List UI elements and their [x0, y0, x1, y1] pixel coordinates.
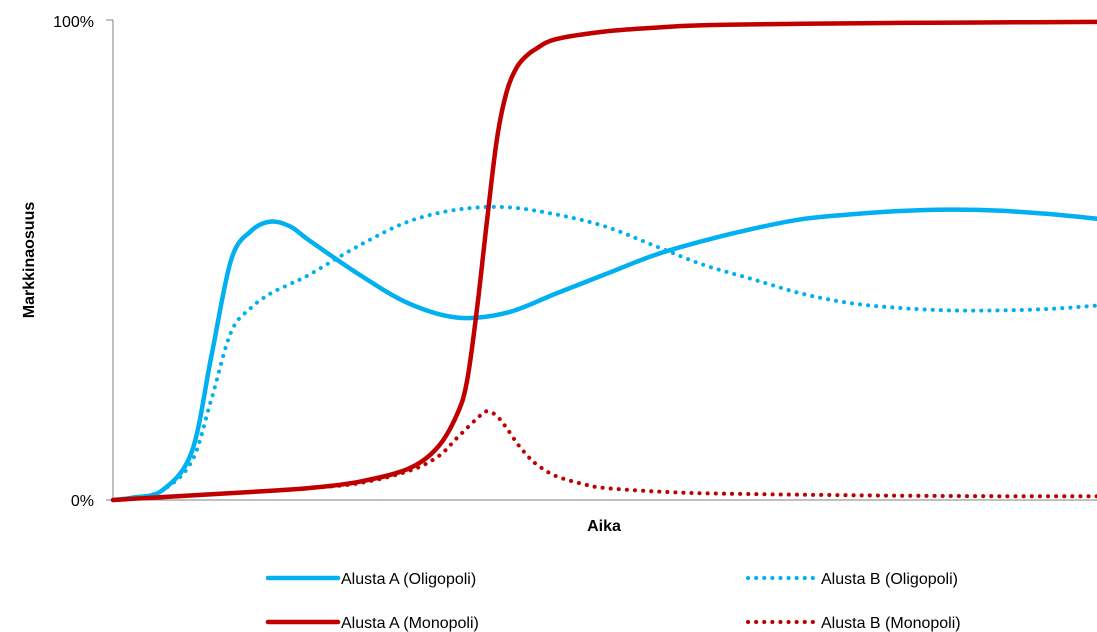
y-tick-label-max: 100%: [53, 14, 94, 31]
legend-label: Alusta A (Monopoli): [341, 615, 479, 632]
x-axis: Aika: [113, 499, 1097, 535]
series-line-alusta-b-monopoli: [111, 409, 1097, 502]
legend-entry-alusta-b-monopoli: Alusta B (Monopoli): [746, 615, 961, 632]
x-axis-title: Aika: [587, 518, 621, 535]
y-tick-label-min: 0%: [71, 493, 94, 510]
y-axis: 100% 0% Markkinaosuus: [21, 14, 114, 510]
legend-label: Alusta B (Monopoli): [821, 615, 961, 632]
legend: Alusta A (Oligopoli) Alusta B (Oligopoli)…: [265, 571, 961, 632]
legend-entry-alusta-b-oligopoli: Alusta B (Oligopoli): [746, 571, 958, 588]
legend-label: Alusta A (Oligopoli): [341, 571, 476, 588]
legend-label: Alusta B (Oligopoli): [821, 571, 958, 588]
series-line-alusta-b-oligopoli: [111, 204, 1097, 502]
y-axis-title: Markkinaosuus: [21, 202, 38, 319]
series-line-alusta-a-monopoli: [110, 19, 1097, 503]
legend-entry-alusta-a-monopoli: Alusta A (Monopoli): [265, 615, 479, 632]
series-line-alusta-a-oligopoli: [110, 207, 1097, 503]
legend-entry-alusta-a-oligopoli: Alusta A (Oligopoli): [265, 571, 476, 588]
plot-area: [110, 19, 1097, 503]
